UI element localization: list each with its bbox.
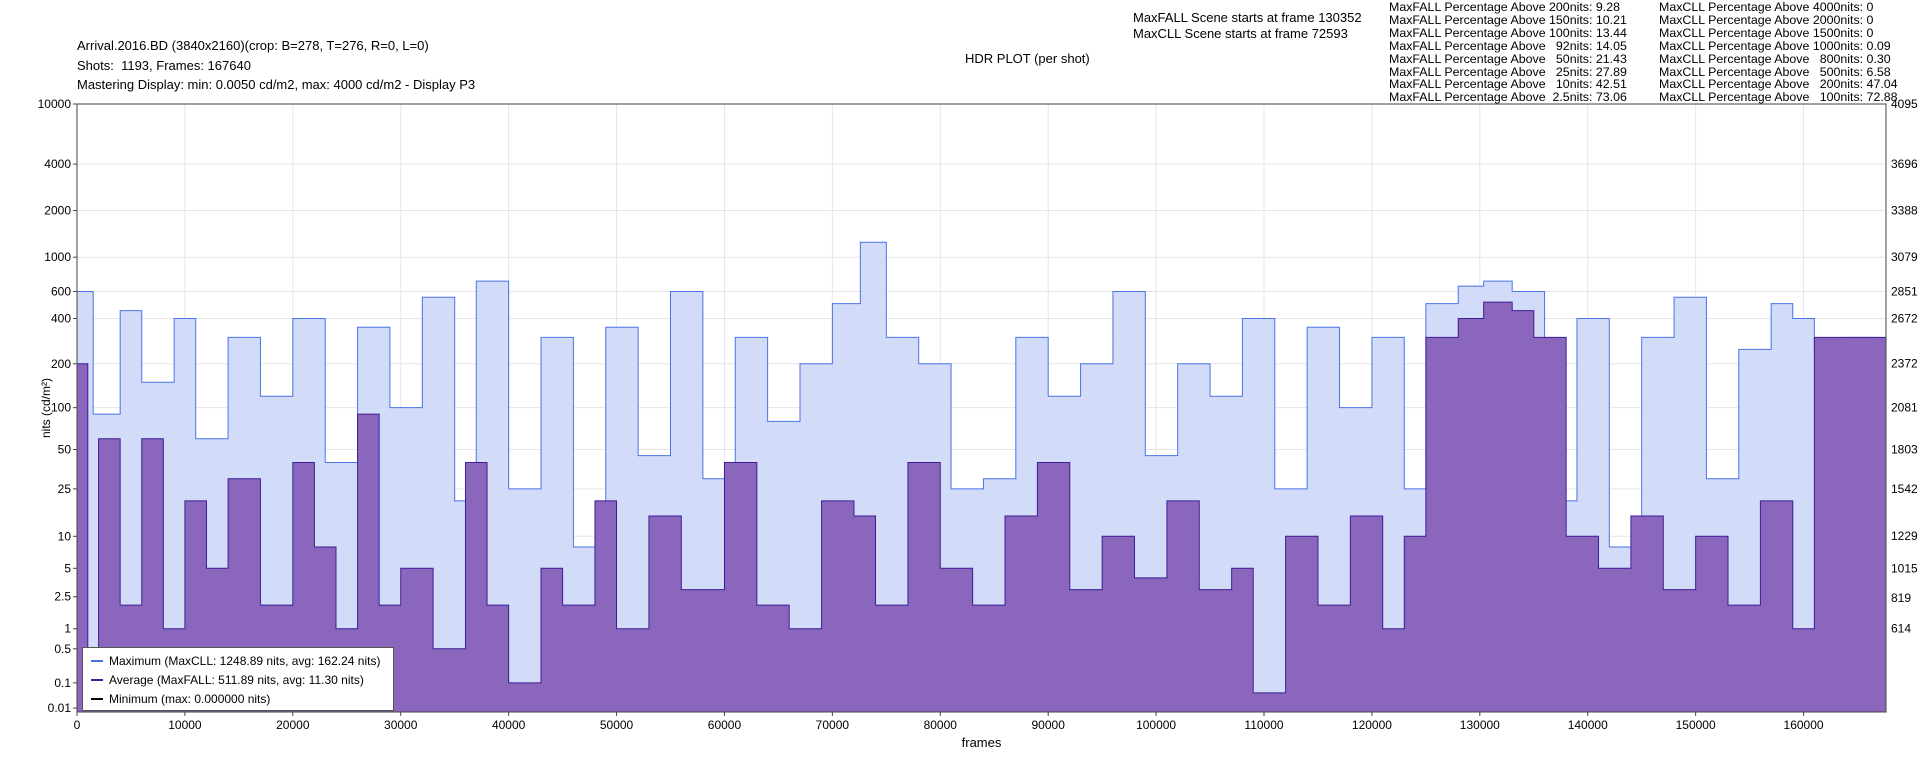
maxcll-line [77, 241, 1887, 548]
y-tick-label: 1 [64, 622, 71, 636]
right-axis-label: 3388 [1891, 204, 1918, 218]
stat-row: MaxFALL Percentage Above 200nits: 9.28 [1389, 0, 1620, 14]
stat-row: MaxCLL Percentage Above 800nits: 0.30 [1659, 51, 1891, 66]
y-tick-label: 2.5 [54, 590, 71, 604]
stat-row: MaxCLL Percentage Above 1000nits: 0.09 [1659, 38, 1891, 53]
right-axis-label: 819 [1891, 591, 1911, 605]
x-tick-label: 70000 [816, 718, 850, 732]
right-axis-label: 1229 [1891, 529, 1918, 543]
y-tick-label: 2000 [44, 204, 71, 218]
x-tick-label: 90000 [1032, 718, 1066, 732]
y-axis-label: nits (cd/m²) [39, 378, 53, 438]
right-axis-label: 2081 [1891, 401, 1918, 415]
y-tick-label: 10 [58, 529, 72, 543]
right-axis-label: 1015 [1891, 561, 1918, 575]
stat-row: MaxFALL Percentage Above 92nits: 14.05 [1389, 38, 1627, 53]
y-tick-label: 4000 [44, 157, 71, 171]
x-tick-label: 50000 [600, 718, 634, 732]
stat-row: MaxFALL Percentage Above 100nits: 13.44 [1389, 25, 1627, 40]
x-tick-label: 150000 [1676, 718, 1716, 732]
chart-legend: Maximum (MaxCLL: 1248.89 nits, avg: 162.… [82, 647, 394, 711]
x-tick-label: 30000 [384, 718, 418, 732]
legend-swatch [91, 660, 103, 662]
right-axis-label: 3079 [1891, 250, 1918, 264]
y-tick-label: 200 [51, 357, 71, 371]
legend-label: Average (MaxFALL: 511.89 nits, avg: 11.3… [109, 673, 364, 687]
maxfall-stats: MaxFALL Percentage Above 200nits: 9.28 Ma… [1389, 1, 1627, 104]
y-tick-label: 0.5 [54, 642, 71, 656]
stat-row: MaxCLL Percentage Above 1500nits: 0 [1659, 25, 1874, 40]
legend-label: Maximum (MaxCLL: 1248.89 nits, avg: 162.… [109, 654, 381, 668]
stat-row: MaxFALL Percentage Above 50nits: 21.43 [1389, 51, 1627, 66]
maxcll-scene-info: MaxCLL Scene starts at frame 72593 [1133, 26, 1348, 41]
x-tick-label: 140000 [1568, 718, 1608, 732]
x-axis-label: frames [962, 735, 1002, 750]
legend-item: Maximum (MaxCLL: 1248.89 nits, avg: 162.… [91, 654, 380, 668]
maxfall-scene-info: MaxFALL Scene starts at frame 130352 [1133, 10, 1362, 25]
legend-swatch [91, 679, 103, 681]
legend-item: Average (MaxFALL: 511.89 nits, avg: 11.3… [91, 673, 364, 687]
y-tick-label: 50 [58, 443, 72, 457]
right-axis-label: 3696 [1891, 157, 1918, 171]
right-axis-label: 2851 [1891, 285, 1918, 299]
x-tick-label: 110000 [1244, 718, 1283, 732]
legend-item: Minimum (max: 0.000000 nits) [91, 692, 270, 706]
maxcll-stats: MaxCLL Percentage Above 4000nits: 0 MaxCL… [1659, 1, 1898, 104]
right-axis-label: 2672 [1891, 312, 1918, 326]
y-tick-label: 10000 [38, 97, 72, 111]
x-tick-label: 100000 [1136, 718, 1176, 732]
maxfall-line [77, 301, 1887, 709]
stat-row: MaxFALL Percentage Above 2.5nits: 73.06 [1389, 90, 1627, 105]
y-tick-label: 600 [51, 284, 71, 298]
shots-info: Shots: 1193, Frames: 167640 [77, 58, 251, 73]
right-axis-label: 1542 [1891, 482, 1918, 496]
legend-swatch [91, 698, 103, 700]
x-tick-label: 10000 [168, 718, 202, 732]
right-axis-label: 1803 [1891, 443, 1918, 457]
y-tick-label: 400 [51, 311, 71, 325]
y-tick-label: 25 [58, 482, 72, 496]
mastering-info: Mastering Display: min: 0.0050 cd/m2, ma… [77, 77, 476, 92]
stat-row: MaxCLL Percentage Above 500nits: 6.58 [1659, 64, 1891, 79]
x-tick-label: 160000 [1784, 718, 1824, 732]
y-tick-label: 5 [64, 561, 71, 575]
stat-row: MaxFALL Percentage Above 25nits: 27.89 [1389, 64, 1627, 79]
x-tick-label: 0 [74, 718, 81, 732]
maxfall-area [77, 302, 1886, 712]
y-tick-label: 100 [51, 401, 71, 415]
stat-row: MaxCLL Percentage Above 200nits: 47.04 [1659, 77, 1898, 92]
y-tick-label: 0.1 [54, 676, 71, 690]
x-tick-label: 40000 [492, 718, 526, 732]
file-info: Arrival.2016.BD (3840x2160)(crop: B=278,… [77, 38, 429, 53]
plot-title: HDR PLOT (per shot) [965, 51, 1090, 66]
x-tick-label: 80000 [924, 718, 958, 732]
x-tick-label: 130000 [1460, 718, 1500, 732]
legend-label: Minimum (max: 0.000000 nits) [109, 692, 271, 706]
right-axis-label: 2372 [1891, 357, 1918, 371]
x-tick-label: 60000 [708, 718, 742, 732]
y-tick-label: 0.01 [48, 701, 72, 715]
stat-row: MaxFALL Percentage Above 10nits: 42.51 [1389, 77, 1627, 92]
x-tick-label: 20000 [276, 718, 310, 732]
stat-row: MaxFALL Percentage Above 150nits: 10.21 [1389, 12, 1627, 27]
stat-row: MaxCLL Percentage Above 4000nits: 0 [1659, 0, 1874, 14]
right-axis-label: 4095 [1891, 97, 1918, 111]
stat-row: MaxCLL Percentage Above 100nits: 72.88 [1659, 90, 1898, 105]
x-tick-label: 120000 [1352, 718, 1392, 732]
y-tick-label: 1000 [44, 250, 71, 264]
stat-row: MaxCLL Percentage Above 2000nits: 0 [1659, 12, 1874, 27]
right-axis-label: 614 [1891, 622, 1911, 636]
